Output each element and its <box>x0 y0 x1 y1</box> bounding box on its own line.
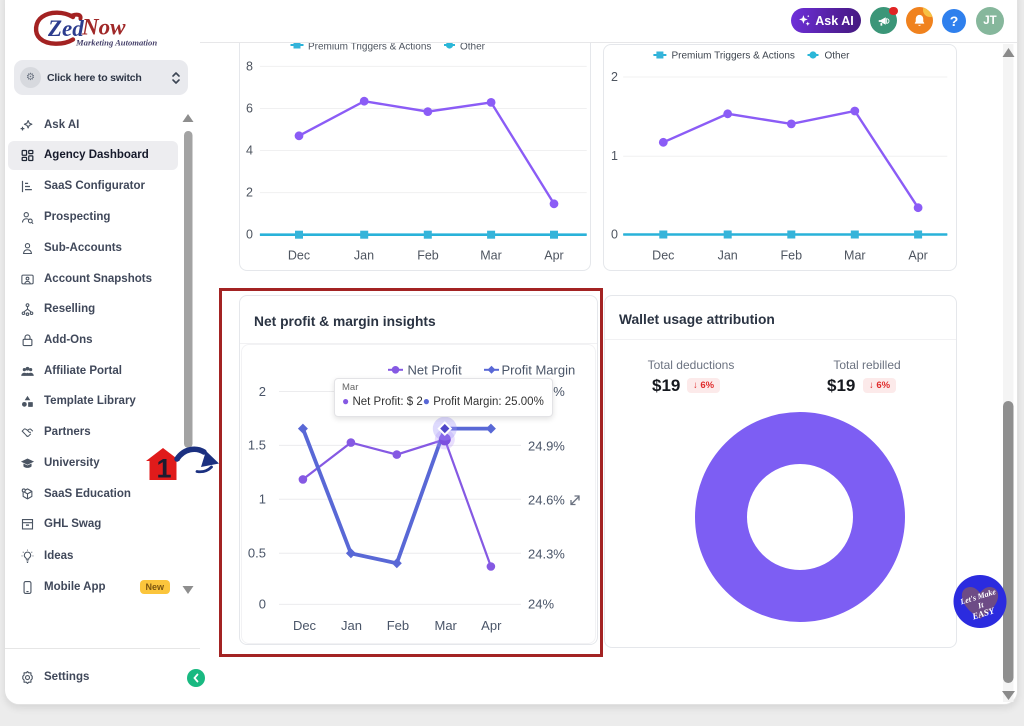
svg-text:It: It <box>976 600 985 611</box>
svg-text:Mar: Mar <box>844 248 866 262</box>
svg-text:1: 1 <box>156 454 171 484</box>
svg-text:Apr: Apr <box>908 248 927 262</box>
svg-text:Dec: Dec <box>652 248 674 262</box>
svg-text:Mar: Mar <box>435 618 458 633</box>
svg-text:Premium Triggers & Actions: Premium Triggers & Actions <box>308 42 431 53</box>
svg-text:Net Profit: Net Profit <box>408 362 463 377</box>
svg-text:8: 8 <box>246 59 253 73</box>
svg-text:Jan: Jan <box>718 248 738 262</box>
svg-text:Dec: Dec <box>288 249 310 263</box>
svg-text:Marketing Automation: Marketing Automation <box>75 38 157 48</box>
svg-text:Now: Now <box>81 15 126 40</box>
svg-text:0: 0 <box>611 227 618 241</box>
svg-text:Other: Other <box>460 42 486 53</box>
svg-text:24.9%: 24.9% <box>528 438 565 453</box>
svg-text:Jan: Jan <box>354 249 374 263</box>
svg-text:1.5: 1.5 <box>248 437 266 452</box>
svg-text:4: 4 <box>246 144 253 158</box>
svg-text:0: 0 <box>259 596 266 611</box>
svg-text:6: 6 <box>246 102 253 116</box>
svg-text:Feb: Feb <box>417 249 439 263</box>
svg-text:Apr: Apr <box>544 249 563 263</box>
svg-text:Premium Triggers & Actions: Premium Triggers & Actions <box>672 50 795 61</box>
svg-text:24.3%: 24.3% <box>528 546 565 561</box>
svg-text:2: 2 <box>246 186 253 200</box>
svg-text:0: 0 <box>246 228 253 242</box>
svg-text:1: 1 <box>611 149 618 163</box>
svg-text:0.5: 0.5 <box>248 545 266 560</box>
svg-text:2: 2 <box>259 383 266 398</box>
svg-text:Dec: Dec <box>293 618 317 633</box>
svg-text:Jan: Jan <box>341 618 362 633</box>
svg-text:1: 1 <box>259 491 266 506</box>
svg-text:24.6%: 24.6% <box>528 492 565 507</box>
svg-text:24%: 24% <box>528 596 554 611</box>
svg-text:Apr: Apr <box>481 618 502 633</box>
svg-text:Other: Other <box>825 50 851 61</box>
svg-text:Feb: Feb <box>781 248 803 262</box>
svg-text:Feb: Feb <box>387 618 409 633</box>
svg-text:Mar: Mar <box>480 249 502 263</box>
svg-text:Zed: Zed <box>47 16 84 41</box>
svg-text:2: 2 <box>611 70 618 84</box>
svg-text:Profit Margin: Profit Margin <box>502 362 576 377</box>
